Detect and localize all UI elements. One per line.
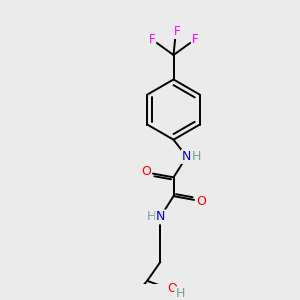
Text: N: N [156,210,165,223]
Text: H: H [176,287,185,300]
Text: F: F [192,32,199,46]
Text: F: F [174,25,181,38]
Text: N: N [182,150,191,163]
Text: F: F [148,32,155,46]
Text: H: H [146,210,156,223]
Text: H: H [191,150,201,163]
Text: O: O [196,195,206,208]
Text: O: O [141,165,151,178]
Text: O: O [168,282,178,295]
